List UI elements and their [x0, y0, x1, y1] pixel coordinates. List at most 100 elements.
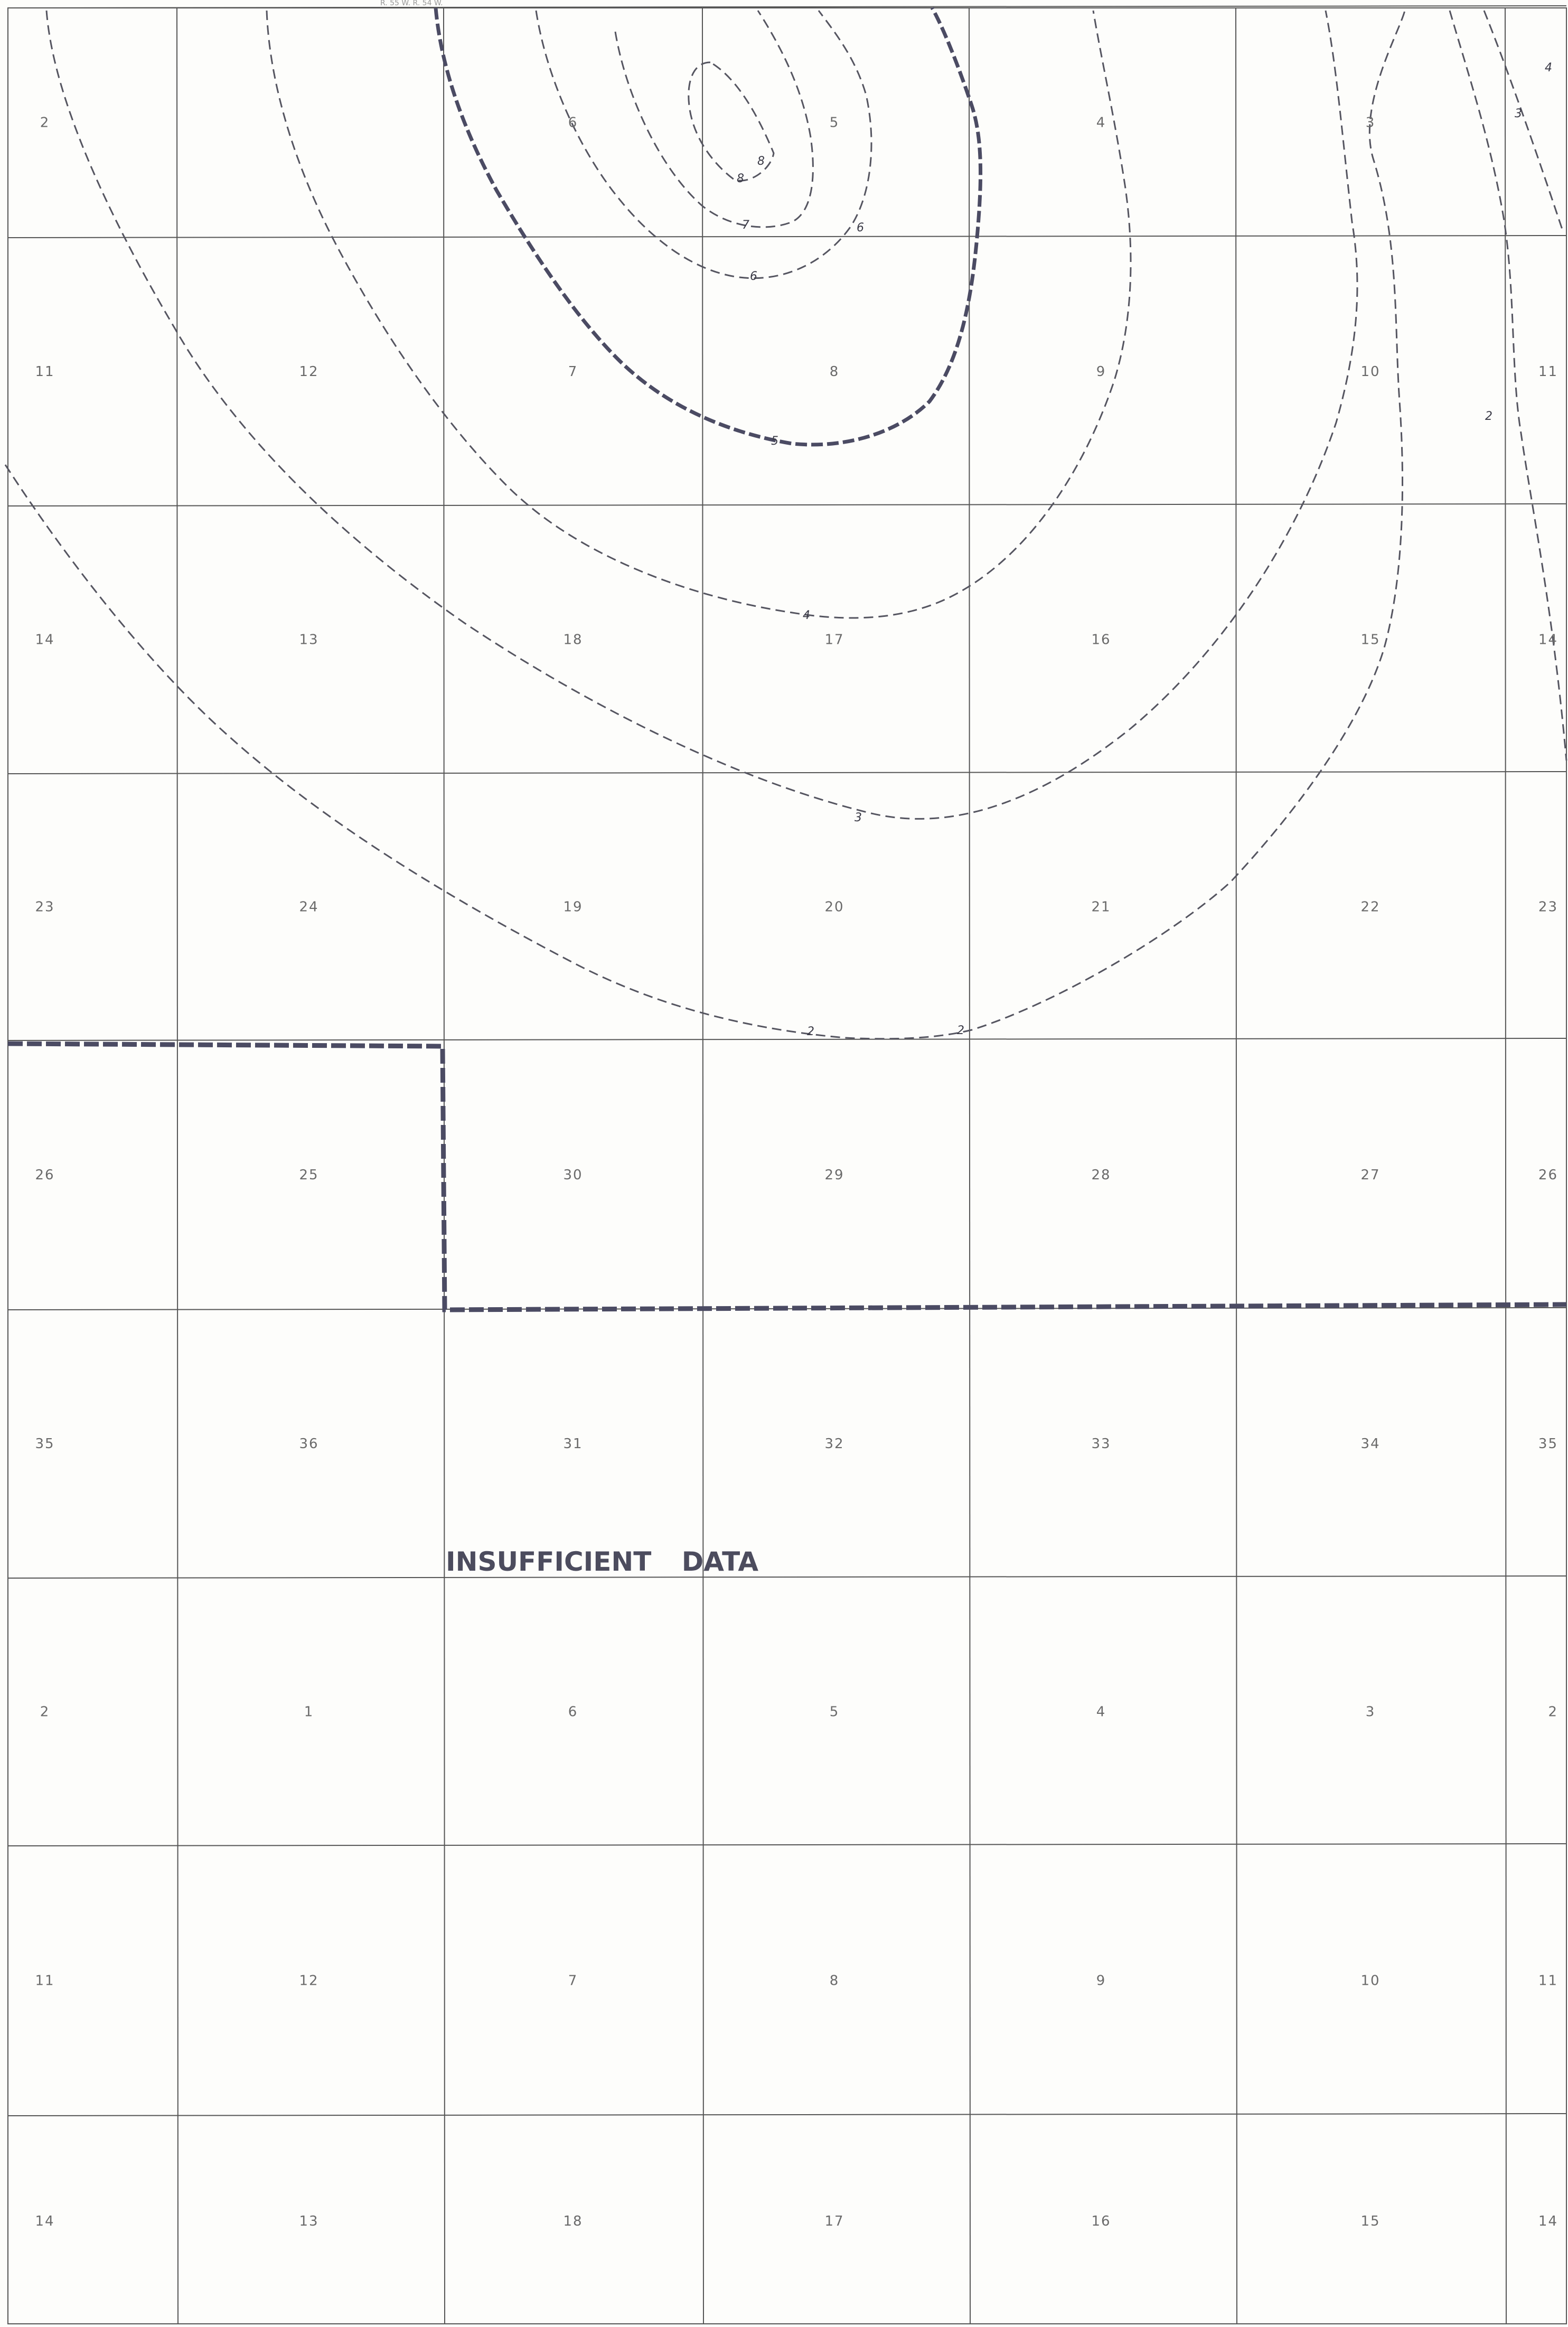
section-number: 20: [824, 899, 844, 915]
section-number: 32: [824, 1436, 844, 1452]
section-line-horizontal: [7, 1843, 1567, 1846]
section-number: 1: [304, 1704, 314, 1720]
contour-4: [266, 10, 1132, 619]
contour-label: 8: [757, 155, 765, 168]
section-line-vertical: [1505, 7, 1507, 2324]
map-border: [7, 7, 1567, 2324]
section-number: 18: [563, 2213, 583, 2229]
contour-label: 3: [855, 811, 862, 824]
section-number: 22: [1360, 899, 1380, 915]
section-number: 5: [830, 115, 840, 131]
section-number: 9: [1096, 364, 1106, 380]
section-number: 8: [830, 364, 840, 380]
section-number: 35: [35, 1436, 54, 1452]
section-number: 21: [1091, 899, 1111, 915]
section-number: 13: [299, 2213, 318, 2229]
section-number: 30: [563, 1167, 583, 1183]
section-line-vertical: [176, 7, 179, 2324]
contour-6: [535, 10, 872, 279]
section-number: 6: [568, 1704, 578, 1720]
section-line-vertical: [969, 7, 971, 2324]
contour-label: 6: [750, 270, 757, 283]
contour-label: 4: [803, 609, 810, 622]
section-number: 10: [1360, 1973, 1380, 1989]
contour-label: 6: [857, 221, 864, 234]
contour-label: 7: [742, 219, 749, 232]
section-number: 2: [1548, 1704, 1558, 1720]
section-number: 15: [1360, 632, 1380, 648]
township-boundary: [7, 1041, 1567, 1312]
contour-labels: 8 8 7 6 6 5 4 3 2 2 2 3 4: [737, 61, 1552, 1038]
range-header-mark: R. 55 W. R. 54 W.: [380, 0, 443, 7]
section-number: 7: [568, 1973, 578, 1989]
contour-label: 5: [771, 435, 778, 448]
section-line-horizontal: [7, 1038, 1567, 1041]
section-number: 16: [1091, 2213, 1111, 2229]
contour-label: 2: [807, 1025, 814, 1038]
contour-label: 3: [1515, 107, 1522, 120]
section-number: 26: [35, 1167, 54, 1183]
contour-3-right: [1483, 10, 1564, 233]
section-number: 11: [1538, 364, 1558, 380]
section-number: 23: [35, 899, 54, 915]
section-number: 25: [299, 1167, 318, 1183]
section-number: 17: [824, 2213, 844, 2229]
contour-3-left: [45, 10, 1358, 820]
section-number: 31: [563, 1436, 583, 1452]
section-line-horizontal: [7, 503, 1567, 506]
section-number: 17: [824, 632, 844, 648]
contour-2-right: [1449, 10, 1567, 761]
section-number: 34: [1360, 1436, 1380, 1452]
section-line-horizontal: [7, 771, 1567, 774]
section-grid: [7, 5, 1567, 2324]
section-number: 11: [35, 1973, 54, 1989]
section-line-vertical: [702, 7, 704, 2324]
section-number: 14: [35, 2213, 54, 2229]
contour-2: [4, 10, 1406, 1040]
section-number: 2: [40, 1704, 50, 1720]
section-number: 2: [40, 115, 50, 131]
section-number: 15: [1360, 2213, 1380, 2229]
section-number: 13: [299, 632, 318, 648]
section-number: 8: [830, 1973, 840, 1989]
section-number: 24: [299, 899, 318, 915]
section-number: 3: [1366, 1704, 1376, 1720]
contour-7: [614, 10, 814, 228]
section-number: 5: [830, 1704, 840, 1720]
section-line-horizontal: [7, 235, 1567, 238]
contour-lines: [4, 7, 1567, 1312]
contour-label: 2: [957, 1024, 964, 1037]
section-number: 4: [1096, 1704, 1106, 1720]
section-number: 12: [299, 364, 318, 380]
section-line-horizontal: [7, 2113, 1567, 2116]
section-number: 12: [299, 1973, 318, 1989]
section-number: 7: [568, 364, 578, 380]
contour-label: 8: [737, 172, 744, 185]
contour-8-inner: [688, 61, 775, 182]
section-number: 9: [1096, 1973, 1106, 1989]
section-number: 36: [299, 1436, 318, 1452]
section-number: 14: [1538, 2213, 1558, 2229]
section-number: 19: [563, 899, 583, 915]
section-number: 14: [35, 632, 54, 648]
contour-label: 4: [1545, 61, 1552, 74]
section-number: 27: [1360, 1167, 1380, 1183]
section-number: 14: [1538, 632, 1558, 648]
insufficient-data-label: INSUFFICIENT DATA: [446, 1546, 759, 1577]
section-number: 18: [563, 632, 583, 648]
section-line-vertical: [1235, 7, 1237, 2324]
section-number: 26: [1538, 1167, 1558, 1183]
section-number: 33: [1091, 1436, 1111, 1452]
section-number: 28: [1091, 1167, 1111, 1183]
section-number: 35: [1538, 1436, 1558, 1452]
section-number: 29: [824, 1167, 844, 1183]
section-number: 16: [1091, 632, 1111, 648]
section-number: 4: [1096, 115, 1106, 131]
contour-5-bold: [434, 7, 983, 447]
section-number: 11: [35, 364, 54, 380]
section-number: 23: [1538, 899, 1558, 915]
contour-label: 2: [1485, 410, 1492, 423]
